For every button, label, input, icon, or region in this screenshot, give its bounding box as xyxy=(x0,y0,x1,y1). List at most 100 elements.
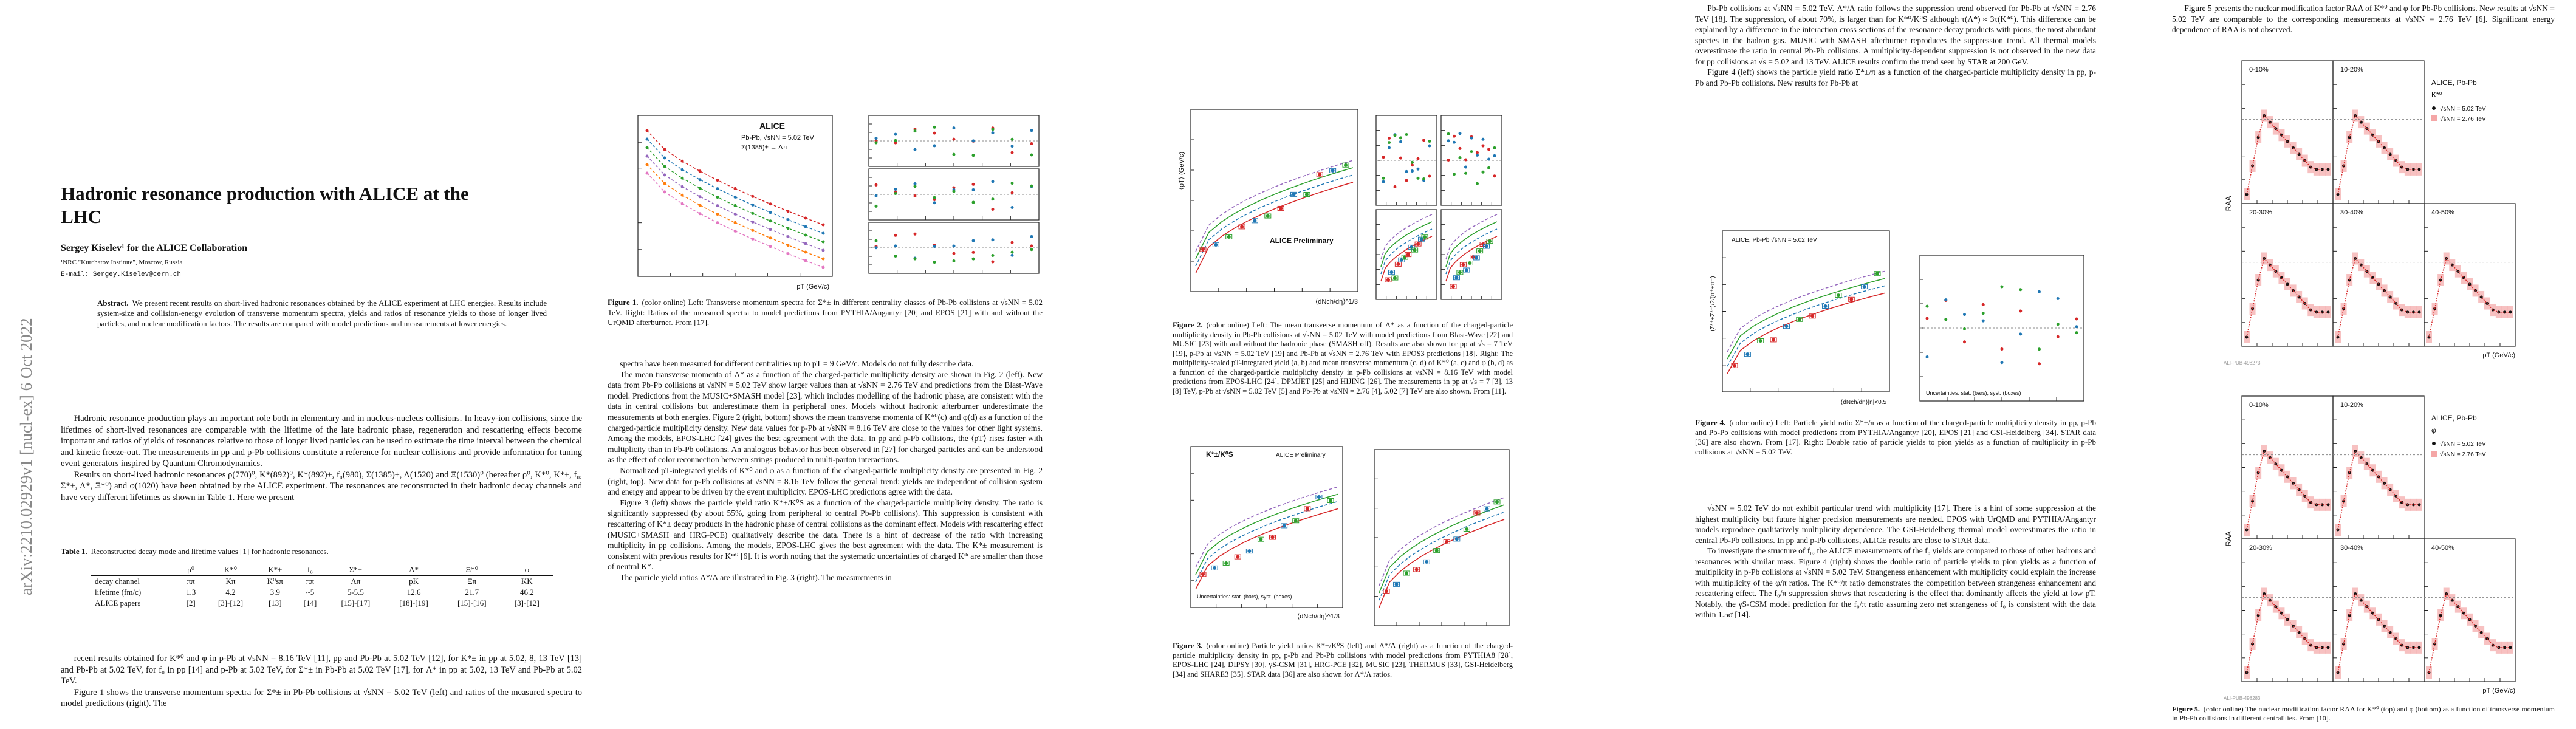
marker xyxy=(1476,151,1479,154)
marker xyxy=(2439,614,2442,617)
figure-label: ⟨dNch/dη⟩^1/3 xyxy=(1315,298,1358,306)
marker xyxy=(2251,307,2255,310)
syst-box xyxy=(1281,523,1288,529)
figure-label: RAA xyxy=(2224,532,2233,547)
table-cell: 4.2 xyxy=(225,587,236,597)
marker xyxy=(1458,132,1462,135)
marker xyxy=(2000,285,2004,289)
marker xyxy=(1030,184,1033,188)
marker xyxy=(1447,132,1450,135)
figure-label: (Σ*⁺+Σ*⁻)/2/(π⁺+π⁻) xyxy=(1710,276,1716,331)
paragraph: Pb-Pb collisions at √sNN = 5.02 TeV. Λ*/… xyxy=(1695,4,2096,66)
marker xyxy=(2342,307,2346,310)
marker xyxy=(1388,137,1391,140)
table-cell: 5-5.5 xyxy=(347,587,364,597)
table-cell: 3.9 xyxy=(270,587,280,597)
model-curve xyxy=(2246,450,2328,530)
marker xyxy=(1797,317,1801,321)
marker xyxy=(1481,144,1485,148)
paragraph: Results on short-lived hadronic resonanc… xyxy=(61,470,582,502)
marker xyxy=(894,244,897,248)
marker xyxy=(991,131,995,135)
syst-box xyxy=(1315,495,1323,500)
marker xyxy=(1495,500,1499,504)
marker xyxy=(952,126,956,130)
marker xyxy=(913,257,917,261)
marker xyxy=(2075,317,2078,321)
marker xyxy=(1428,144,1431,148)
marker xyxy=(1201,247,1205,252)
marker xyxy=(952,137,956,141)
marker xyxy=(2038,362,2041,366)
table-cell: KK xyxy=(521,577,533,586)
marker xyxy=(1849,297,1854,301)
figure-label: K*±/K⁰S xyxy=(1206,450,1233,459)
marker xyxy=(971,257,975,261)
marker xyxy=(913,185,917,188)
syst-box xyxy=(1466,261,1473,266)
marker xyxy=(1416,242,1420,246)
abstract: Abstract. We present recent results on sh… xyxy=(97,298,547,329)
syst-box xyxy=(1874,271,1881,276)
syst-box xyxy=(1245,549,1253,554)
marker xyxy=(1425,560,1429,564)
marker xyxy=(2320,503,2324,507)
marker xyxy=(1413,248,1417,252)
syst-box xyxy=(1473,510,1481,516)
marker xyxy=(1388,141,1391,145)
marker xyxy=(1447,158,1450,162)
marker xyxy=(1461,262,1465,267)
marker xyxy=(2019,309,2023,313)
syst-box xyxy=(1303,192,1310,197)
marker xyxy=(2056,335,2060,338)
marker xyxy=(1416,167,1420,171)
figure-label: pT (GeV/c) xyxy=(2482,352,2515,359)
panel-frame xyxy=(1722,230,1890,392)
paragraph: √sNN = 5.02 TeV do not exhibit particula… xyxy=(1695,504,2096,545)
syst-box xyxy=(1290,191,1298,197)
table-cell: Kπ xyxy=(225,577,236,586)
marker xyxy=(1485,507,1489,511)
marker xyxy=(874,141,878,145)
marker xyxy=(2019,288,2023,292)
figure-caption: Figure 5. (color online) The nuclear modi… xyxy=(2172,705,2555,729)
marker xyxy=(1981,303,1985,307)
marker xyxy=(1411,169,1414,173)
marker xyxy=(1416,176,1420,180)
marker xyxy=(1386,278,1390,282)
table-row: lifetime (fm/c) 1.3 4.2 3.9 ~5 5-5.5 12.6 21.7 4… xyxy=(91,587,553,598)
model-curve xyxy=(1379,504,1505,594)
marker xyxy=(1213,566,1217,570)
marker xyxy=(1253,219,1257,223)
marker xyxy=(1405,571,1409,575)
syst-box xyxy=(1269,535,1276,540)
marker xyxy=(894,132,897,136)
marker xyxy=(874,194,878,197)
marker xyxy=(1329,498,1332,502)
marker xyxy=(1470,136,1473,140)
marker xyxy=(2411,503,2415,507)
marker xyxy=(894,192,897,196)
syst-box xyxy=(1848,296,1855,302)
syst-box xyxy=(1211,565,1218,570)
email: E-mail: Sergey.Kiselev@cern.ch xyxy=(61,271,182,278)
marker xyxy=(1403,255,1407,259)
marker xyxy=(1331,168,1335,173)
marker xyxy=(2251,499,2255,503)
figure-label: ⟨dNch/dη⟩|η|<0.5 xyxy=(1840,399,1886,406)
syst-box xyxy=(1264,213,1272,219)
syst-box xyxy=(1413,567,1420,572)
marker xyxy=(1836,293,1840,298)
table-cell: f₀ xyxy=(307,565,313,574)
marker xyxy=(2038,347,2041,351)
marker xyxy=(2348,278,2351,282)
marker xyxy=(2256,135,2260,139)
paragraph: The mean transverse momenta of Λ* as a f… xyxy=(608,369,1043,465)
table-cell: ππ xyxy=(306,577,315,586)
marker xyxy=(971,188,975,191)
marker xyxy=(2056,296,2060,300)
marker xyxy=(1399,258,1403,262)
marker xyxy=(2000,347,2004,351)
marker xyxy=(1423,235,1427,239)
